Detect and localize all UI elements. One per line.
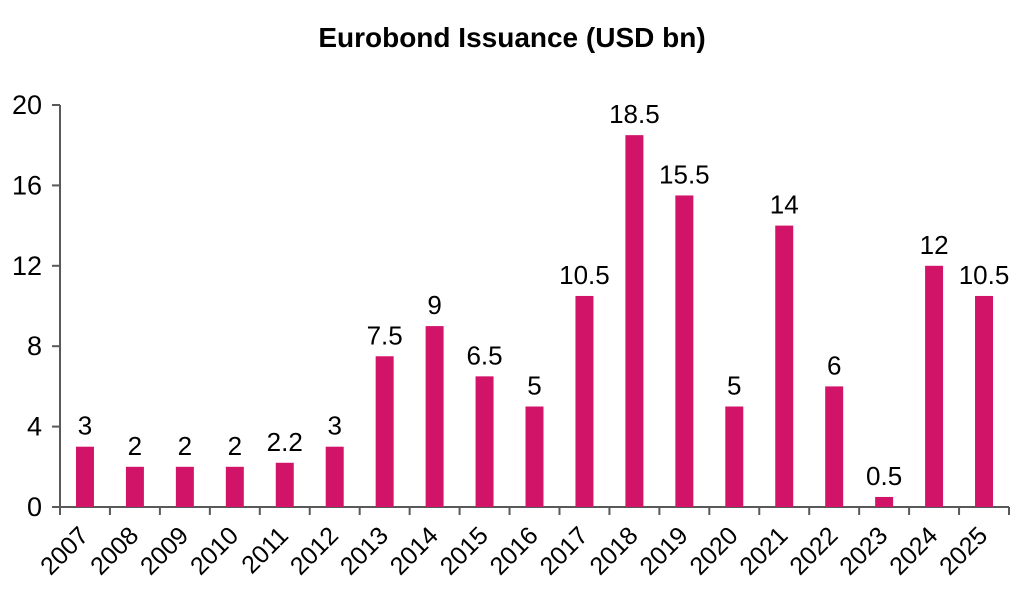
x-tick-label: 2018 <box>585 521 644 580</box>
bar-value-label: 2.2 <box>267 427 303 457</box>
x-tick-label: 2012 <box>285 521 344 580</box>
bar-2010 <box>225 466 244 507</box>
bar-2021 <box>775 225 794 507</box>
x-tick-label: 2008 <box>85 521 144 580</box>
x-tick-label: 2025 <box>934 521 993 580</box>
x-tick-label: 2015 <box>435 521 494 580</box>
bar-value-label: 18.5 <box>609 99 660 129</box>
bar-value-label: 15.5 <box>659 159 710 189</box>
x-tick-label: 2007 <box>35 521 94 580</box>
bar-2014 <box>425 326 444 507</box>
bar-value-label: 2 <box>128 431 142 461</box>
bar-2016 <box>525 406 544 507</box>
x-tick-label: 2016 <box>485 521 544 580</box>
bar-2020 <box>725 406 744 507</box>
bar-2025 <box>975 295 994 507</box>
bar-value-label: 7.5 <box>367 320 403 350</box>
bar-value-label: 10.5 <box>959 260 1010 290</box>
bar-2022 <box>825 386 844 507</box>
y-tick-label: 4 <box>27 412 42 442</box>
bar-value-label: 0.5 <box>866 461 902 491</box>
bar-value-label: 12 <box>920 230 949 260</box>
bar-value-label: 14 <box>770 190 799 220</box>
y-tick-label: 20 <box>12 90 42 120</box>
bar-2015 <box>475 376 494 507</box>
x-tick-label: 2009 <box>135 521 194 580</box>
bar-value-label: 5 <box>527 371 541 401</box>
bar-2023 <box>875 496 894 507</box>
x-tick-label: 2013 <box>335 521 394 580</box>
x-tick-label: 2011 <box>236 521 294 579</box>
bar-value-label: 9 <box>427 290 441 320</box>
x-tick-label: 2022 <box>784 521 843 580</box>
bar-2012 <box>325 446 344 507</box>
bar-2018 <box>625 135 644 507</box>
bar-value-label: 2 <box>178 431 192 461</box>
bar-2007 <box>75 446 94 507</box>
bar-value-label: 5 <box>727 371 741 401</box>
x-tick-label: 2023 <box>834 521 893 580</box>
bar-value-label: 6.5 <box>466 340 502 370</box>
bar-value-label: 2 <box>228 431 242 461</box>
bar-2024 <box>925 265 944 507</box>
bar-value-label: 6 <box>827 350 841 380</box>
bar-2017 <box>575 295 594 507</box>
x-tick-label: 2020 <box>684 521 743 580</box>
bar-2019 <box>675 195 694 507</box>
bar-2013 <box>375 356 394 507</box>
x-tick-label: 2010 <box>185 521 244 580</box>
y-tick-label: 16 <box>12 170 42 200</box>
chart-title: Eurobond Issuance (USD bn) <box>318 22 706 53</box>
y-tick-label: 8 <box>27 331 42 361</box>
y-tick-label: 12 <box>12 251 42 281</box>
bar-value-label: 3 <box>327 411 341 441</box>
bar-2009 <box>175 466 194 507</box>
x-tick-label: 2017 <box>535 521 594 580</box>
x-tick-label: 2019 <box>634 521 693 580</box>
x-tick-label: 2021 <box>734 521 793 580</box>
bar-2011 <box>275 462 294 507</box>
bar-value-label: 3 <box>78 411 92 441</box>
x-tick-label: 2024 <box>884 521 943 580</box>
bar-2008 <box>125 466 144 507</box>
bar-value-label: 10.5 <box>559 260 610 290</box>
y-tick-label: 0 <box>27 492 42 522</box>
x-tick-label: 2014 <box>385 521 444 580</box>
